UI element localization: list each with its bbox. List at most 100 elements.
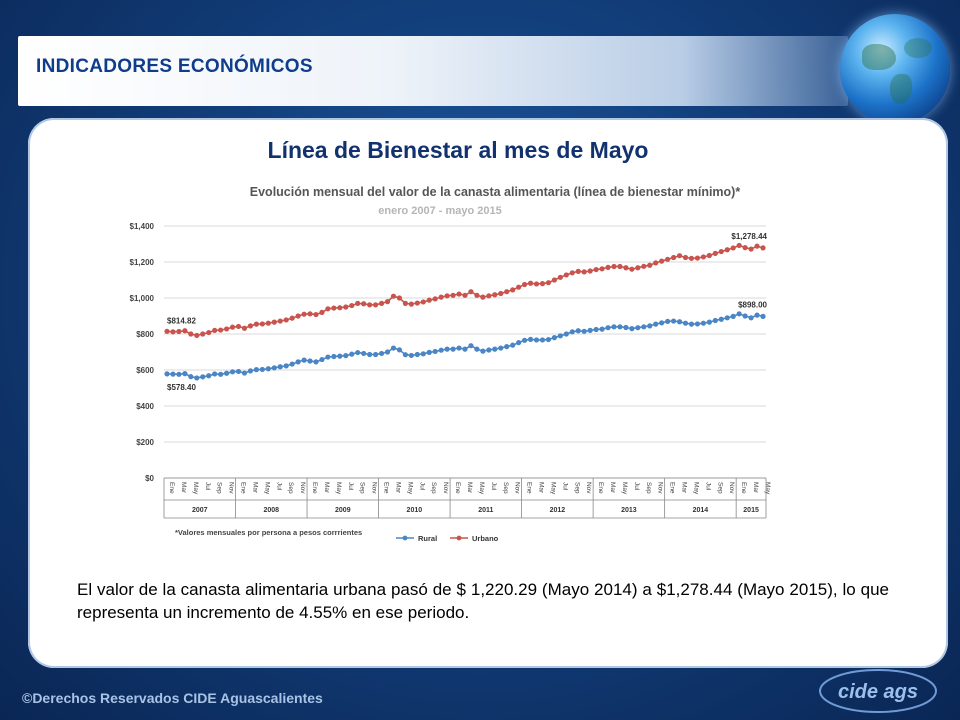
data-labels: $814.82 $578.40 $1,278.44 $898.00 <box>167 232 768 392</box>
data-point-urbano <box>247 323 254 329</box>
data-point-urbano <box>545 280 552 286</box>
data-point-rural <box>426 349 432 355</box>
data-point-urbano <box>301 311 307 317</box>
data-point-rural <box>700 320 707 326</box>
data-point-rural <box>563 331 569 337</box>
data-point-urbano <box>235 323 242 330</box>
data-point-urbano <box>593 266 599 273</box>
data-point-rural <box>307 358 313 364</box>
x-tick-label: May <box>549 482 556 495</box>
x-tick-label: Nov <box>657 482 664 494</box>
data-point-urbano <box>629 266 635 272</box>
x-tick-label: May <box>764 482 771 495</box>
data-point-rural <box>545 336 552 343</box>
y-tick-label: $800 <box>136 330 154 339</box>
x-tick-label: May <box>335 482 342 495</box>
data-point-urbano <box>682 254 689 261</box>
data-point-urbano <box>611 263 617 270</box>
data-point-urbano <box>748 246 754 252</box>
data-point-urbano <box>647 262 653 268</box>
data-point-urbano <box>259 321 265 327</box>
data-point-urbano <box>265 320 271 326</box>
x-tick-label: Nov <box>585 482 592 494</box>
data-point-rural <box>605 325 611 331</box>
chart-title: Evolución mensual del valor de la canast… <box>250 185 741 199</box>
data-point-rural <box>665 318 671 324</box>
x-tick-label: May <box>621 482 628 495</box>
x-tick-label: Nov <box>442 482 449 494</box>
data-point-rural <box>694 321 701 327</box>
data-point-rural <box>218 371 224 377</box>
data-point-rural <box>235 368 242 375</box>
data-point-urbano <box>623 265 629 271</box>
data-point-urbano <box>754 243 760 249</box>
data-point-rural <box>349 351 355 357</box>
data-point-urbano <box>462 292 468 298</box>
x-tick-label: Sep <box>359 482 366 494</box>
data-point-rural <box>170 371 176 377</box>
x-tick-label: Mar <box>752 482 759 494</box>
data-point-rural <box>647 323 653 329</box>
data-point-rural <box>325 354 331 360</box>
data-point-rural <box>444 346 450 352</box>
data-point-urbano <box>605 264 611 270</box>
data-point-urbano <box>504 289 510 295</box>
data-point-rural <box>516 340 522 346</box>
data-point-rural <box>551 335 557 341</box>
data-point-urbano <box>438 294 444 300</box>
data-point-rural <box>599 326 605 332</box>
line-chart: Evolución mensual del valor de la canast… <box>130 185 771 543</box>
logo-text: cide ags <box>838 681 918 703</box>
data-point-urbano <box>450 292 456 298</box>
data-point-urbano <box>408 301 414 307</box>
data-point-urbano <box>194 332 200 339</box>
legend-label-rural: Rural <box>418 534 437 543</box>
data-point-urbano <box>498 290 504 297</box>
data-point-rural <box>200 374 206 380</box>
x-tick-label: Mar <box>538 482 545 494</box>
data-point-urbano <box>712 250 718 256</box>
x-tick-label: Jul <box>418 482 425 491</box>
x-tick-label: Ene <box>168 482 175 494</box>
data-point-urbano <box>522 281 528 288</box>
y-tick-label: $0 <box>145 474 154 483</box>
x-tick-label: May <box>406 482 413 495</box>
data-point-rural <box>492 346 498 352</box>
data-point-rural <box>468 343 474 349</box>
data-point-urbano <box>378 300 385 306</box>
data-point-rural <box>593 326 599 333</box>
data-point-urbano <box>361 301 367 307</box>
data-point-rural <box>355 349 361 356</box>
data-point-rural <box>343 353 349 359</box>
data-point-urbano <box>444 293 450 299</box>
chart-series <box>164 242 766 381</box>
data-point-urbano <box>176 328 182 335</box>
data-point-rural <box>629 326 635 332</box>
x-tick-label: Ene <box>669 482 676 494</box>
data-point-rural <box>206 373 212 379</box>
data-point-rural <box>539 337 546 343</box>
header-title: INDICADORES ECONÓMICOS <box>36 56 313 77</box>
data-point-urbano <box>355 300 361 306</box>
data-point-urbano <box>641 263 647 269</box>
x-tick-label: Mar <box>323 482 330 494</box>
data-point-urbano <box>736 242 742 249</box>
year-label: 2007 <box>192 507 208 514</box>
data-point-rural <box>533 337 540 343</box>
data-point-rural <box>480 348 486 354</box>
data-point-rural <box>265 366 271 372</box>
data-point-urbano <box>474 292 480 298</box>
data-point-urbano <box>289 315 295 321</box>
data-point-urbano <box>492 292 498 298</box>
data-point-rural <box>641 324 647 330</box>
data-point-rural <box>635 325 641 331</box>
data-point-rural <box>188 374 194 380</box>
data-point-urbano <box>635 265 641 271</box>
data-point-urbano <box>218 327 224 333</box>
x-tick-label: Jul <box>275 482 282 491</box>
data-point-urbano <box>587 268 593 274</box>
data-point-rural <box>557 333 563 339</box>
data-point-urbano <box>456 291 462 297</box>
x-tick-label: Sep <box>502 482 509 494</box>
data-point-urbano <box>200 331 206 337</box>
